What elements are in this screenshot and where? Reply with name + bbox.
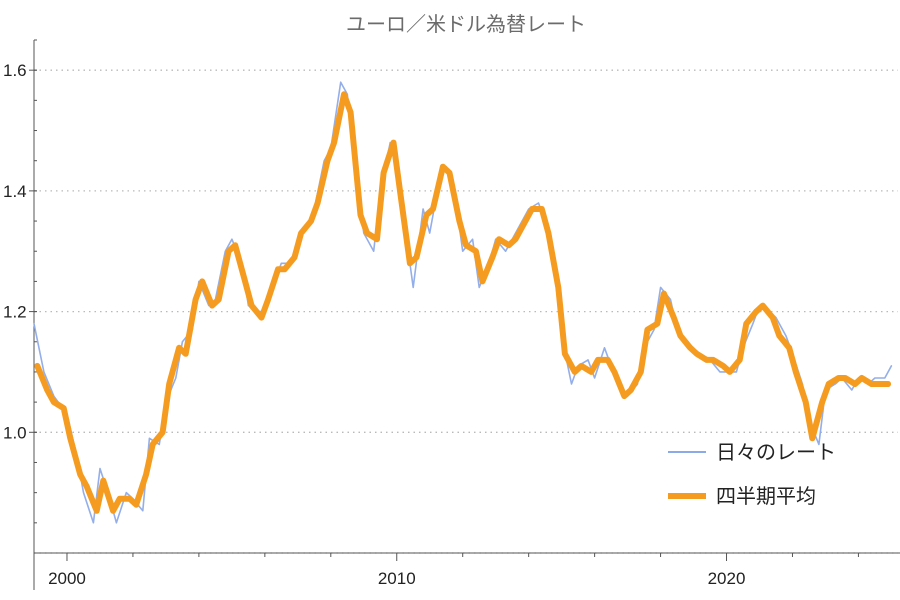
y-tick-label: 1.4 [3,182,27,201]
chart-title: ユーロ／米ドル為替レート [346,12,586,36]
y-tick-label: 1.0 [3,423,27,442]
series-lines [33,81,893,524]
series-line-quarterly-average [34,91,892,514]
y-tick-label: 1.6 [3,61,27,80]
axes [33,40,900,590]
ticks: 1.0 1.2 1.4 1.6 2000 2010 2020 [3,39,859,588]
legend-label-quarterly-average: 四半期平均 [716,484,816,508]
x-tick-label: 2010 [378,569,416,588]
legend: 日々のレート 四半期平均 [668,440,836,508]
legend-label-daily-rate: 日々のレート [716,440,836,464]
x-tick-label: 2020 [708,569,746,588]
y-tick-label: 1.2 [3,303,27,322]
x-tick-label: 2000 [48,569,86,588]
